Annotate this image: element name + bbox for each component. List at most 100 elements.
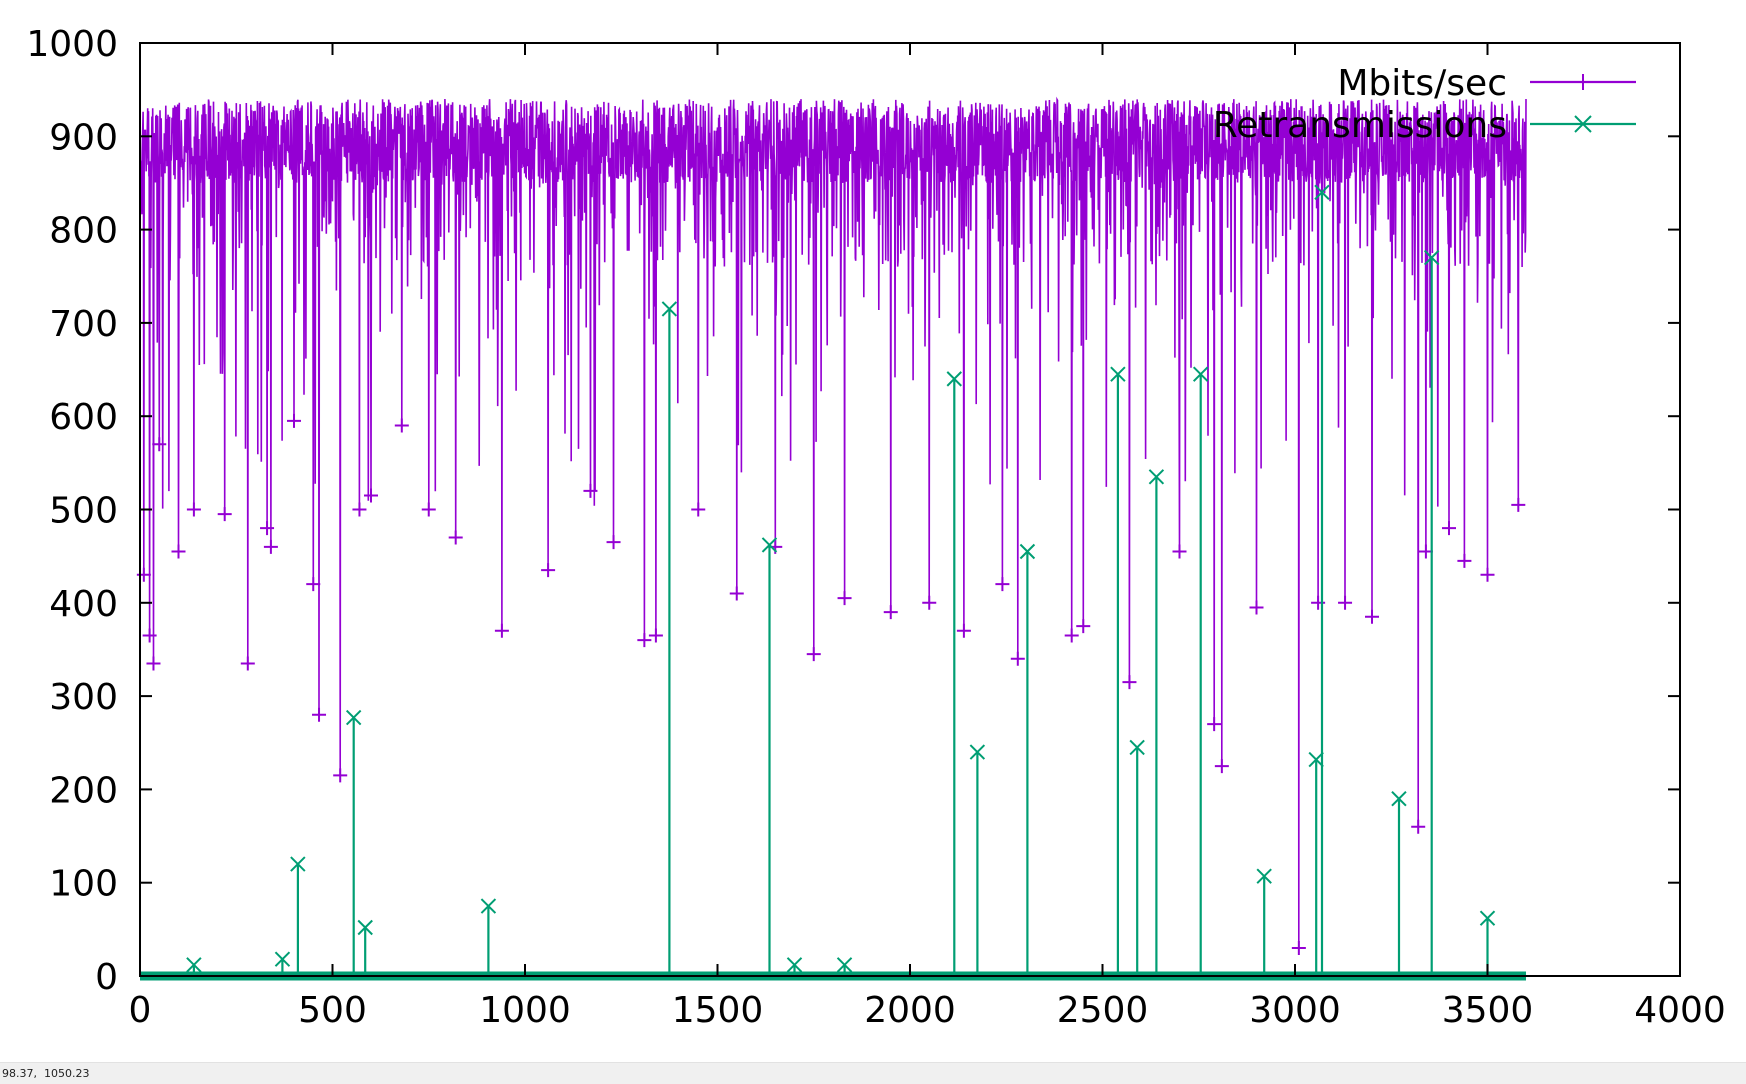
x-tick-label: 3500 <box>1442 990 1534 1031</box>
mbits-point-12 <box>312 707 327 722</box>
y-tick-label: 300 <box>49 677 118 718</box>
mbits-point-6 <box>217 507 232 522</box>
mbits-point-31 <box>922 595 937 610</box>
retransmissions-point-1 <box>274 951 291 967</box>
mbits-point-40 <box>1214 759 1229 774</box>
mbits-point-35 <box>1064 628 1079 643</box>
mbits-point-44 <box>1338 595 1353 610</box>
mbits-point-3 <box>152 437 167 452</box>
x-tick-label: 3000 <box>1249 990 1341 1031</box>
legend-marker-0 <box>1575 74 1591 90</box>
y-tick-label: 0 <box>95 957 118 998</box>
mbits-point-7 <box>240 656 255 671</box>
mbits-point-49 <box>1457 553 1472 568</box>
mbits-point-25 <box>691 502 706 517</box>
mbits-point-2 <box>146 656 161 671</box>
status-bar: 98.37, 1050.23 <box>0 1062 1746 1084</box>
retransmissions-point-18 <box>1308 751 1324 768</box>
y-tick-label: 900 <box>49 117 118 158</box>
mbits-point-47 <box>1418 544 1433 559</box>
retransmissions-point-20 <box>1391 791 1407 807</box>
retransmissions-point-19 <box>1314 184 1330 200</box>
mbits-point-30 <box>883 605 898 620</box>
x-tick-label: 1000 <box>479 990 571 1031</box>
y-tick-label: 1000 <box>26 24 118 65</box>
mbits-point-10 <box>287 413 301 428</box>
mbits-point-18 <box>448 530 463 545</box>
mbits-point-34 <box>1010 651 1025 666</box>
mbits-point-16 <box>394 418 409 433</box>
retransmissions-point-15 <box>1148 469 1165 485</box>
mbits-point-29 <box>837 591 852 606</box>
x-tick-label: 500 <box>298 990 367 1031</box>
mbits-point-15 <box>364 488 378 503</box>
retransmissions-point-16 <box>1192 366 1209 382</box>
retransmissions-point-5 <box>480 898 497 914</box>
mbits-point-46 <box>1411 819 1426 834</box>
mbits-point-38 <box>1172 544 1187 559</box>
retransmissions-point-14 <box>1129 739 1145 756</box>
mbits-point-28 <box>806 647 821 662</box>
mbits-point-21 <box>583 483 598 498</box>
mbits-point-19 <box>494 623 509 638</box>
y-tick-label: 100 <box>49 864 118 905</box>
retransmissions-point-10 <box>946 371 962 387</box>
mbits-point-17 <box>421 502 436 517</box>
retransmissions-point-17 <box>1256 868 1272 884</box>
mbits-point-22 <box>606 535 621 550</box>
x-tick-label: 1500 <box>672 990 764 1031</box>
mbits-point-39 <box>1207 717 1222 732</box>
retransmissions-point-6 <box>661 301 678 317</box>
mbits-point-8 <box>260 521 275 536</box>
retransmissions-point-0 <box>186 957 202 973</box>
mbits-point-48 <box>1442 521 1456 536</box>
mbits-point-14 <box>352 502 367 517</box>
retransmissions-point-22 <box>1479 910 1496 926</box>
mbits-point-4 <box>171 544 186 559</box>
mbits-point-26 <box>729 586 744 601</box>
mbits-point-13 <box>333 768 348 783</box>
mbits-point-1 <box>142 628 157 643</box>
throughput-chart: 0 500 1000 1500 2000 2500 3000 3500 4000 0 100 200 3… <box>26 24 1725 1031</box>
y-tick-label: 700 <box>49 304 118 345</box>
retransmissions-point-3 <box>345 709 362 726</box>
y-tick-label: 800 <box>49 211 118 252</box>
mbits-point-5 <box>186 502 201 517</box>
mbits-point-11 <box>306 577 321 592</box>
mbits-point-51 <box>1511 497 1526 512</box>
x-tick-label: 2000 <box>864 990 956 1031</box>
mbits-point-24 <box>648 628 663 643</box>
retransmissions-point-8 <box>786 957 803 973</box>
mbits-point-50 <box>1480 567 1495 582</box>
x-tick-label: 0 <box>129 990 152 1031</box>
y-tick-label: 400 <box>49 584 118 625</box>
retransmissions-point-9 <box>836 957 853 973</box>
legend-marker-1 <box>1574 115 1592 133</box>
retransmissions-point-11 <box>969 744 986 760</box>
mbits-point-41 <box>1249 600 1264 615</box>
legend-label-1: Retransmissions <box>1213 105 1507 146</box>
series-mbits-layer <box>136 96 1527 956</box>
y-tick-label: 600 <box>49 397 118 438</box>
y-tick-label: 200 <box>49 770 118 811</box>
retransmissions-point-7 <box>761 537 778 553</box>
legend-label-0: Mbits/sec <box>1337 63 1507 104</box>
series-line-mbits <box>139 96 1527 949</box>
y-tick-label: 500 <box>49 491 118 532</box>
retransmissions-point-2 <box>290 856 306 872</box>
mbits-point-33 <box>995 577 1010 592</box>
axis-ticks: 0 500 1000 1500 2000 2500 3000 3500 4000 0 100 200 3… <box>26 24 1725 1031</box>
mbits-point-32 <box>956 623 971 638</box>
cursor-coordinates: 98.37, 1050.23 <box>2 1067 90 1080</box>
mbits-point-37 <box>1122 675 1137 690</box>
retransmissions-point-13 <box>1110 366 1126 382</box>
mbits-point-36 <box>1076 619 1091 634</box>
chart-area: 0 500 1000 1500 2000 2500 3000 3500 4000 0 100 200 3… <box>26 24 1725 1031</box>
retransmissions-point-12 <box>1019 543 1036 560</box>
retransmissions-point-4 <box>357 919 373 936</box>
mbits-point-23 <box>637 633 652 648</box>
x-tick-label: 2500 <box>1057 990 1149 1031</box>
mbits-point-45 <box>1365 609 1379 624</box>
mbits-point-20 <box>541 563 556 578</box>
